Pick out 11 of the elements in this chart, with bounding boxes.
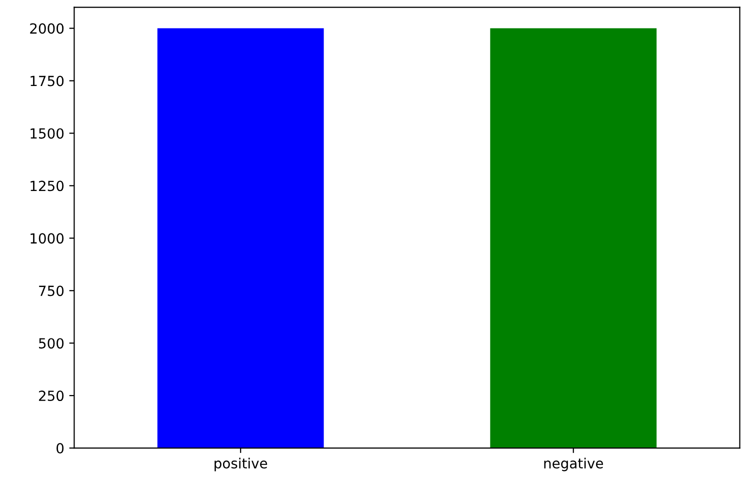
y-tick-label: 1000: [30, 233, 64, 244]
y-tick-label: 500: [39, 338, 64, 349]
y-tick-label: 250: [38, 390, 64, 402]
y-tick-label: 1750: [30, 76, 64, 86]
y-tick-label: 0: [56, 443, 64, 454]
y-tick-label: 1500: [30, 128, 64, 139]
y-tick-label: 750: [39, 286, 64, 296]
y-tick-label: 1250: [30, 180, 64, 192]
y-tick-label: 2000: [30, 23, 64, 34]
x-tick-label: negative: [544, 458, 604, 472]
x-tick-label: positive: [214, 458, 268, 472]
